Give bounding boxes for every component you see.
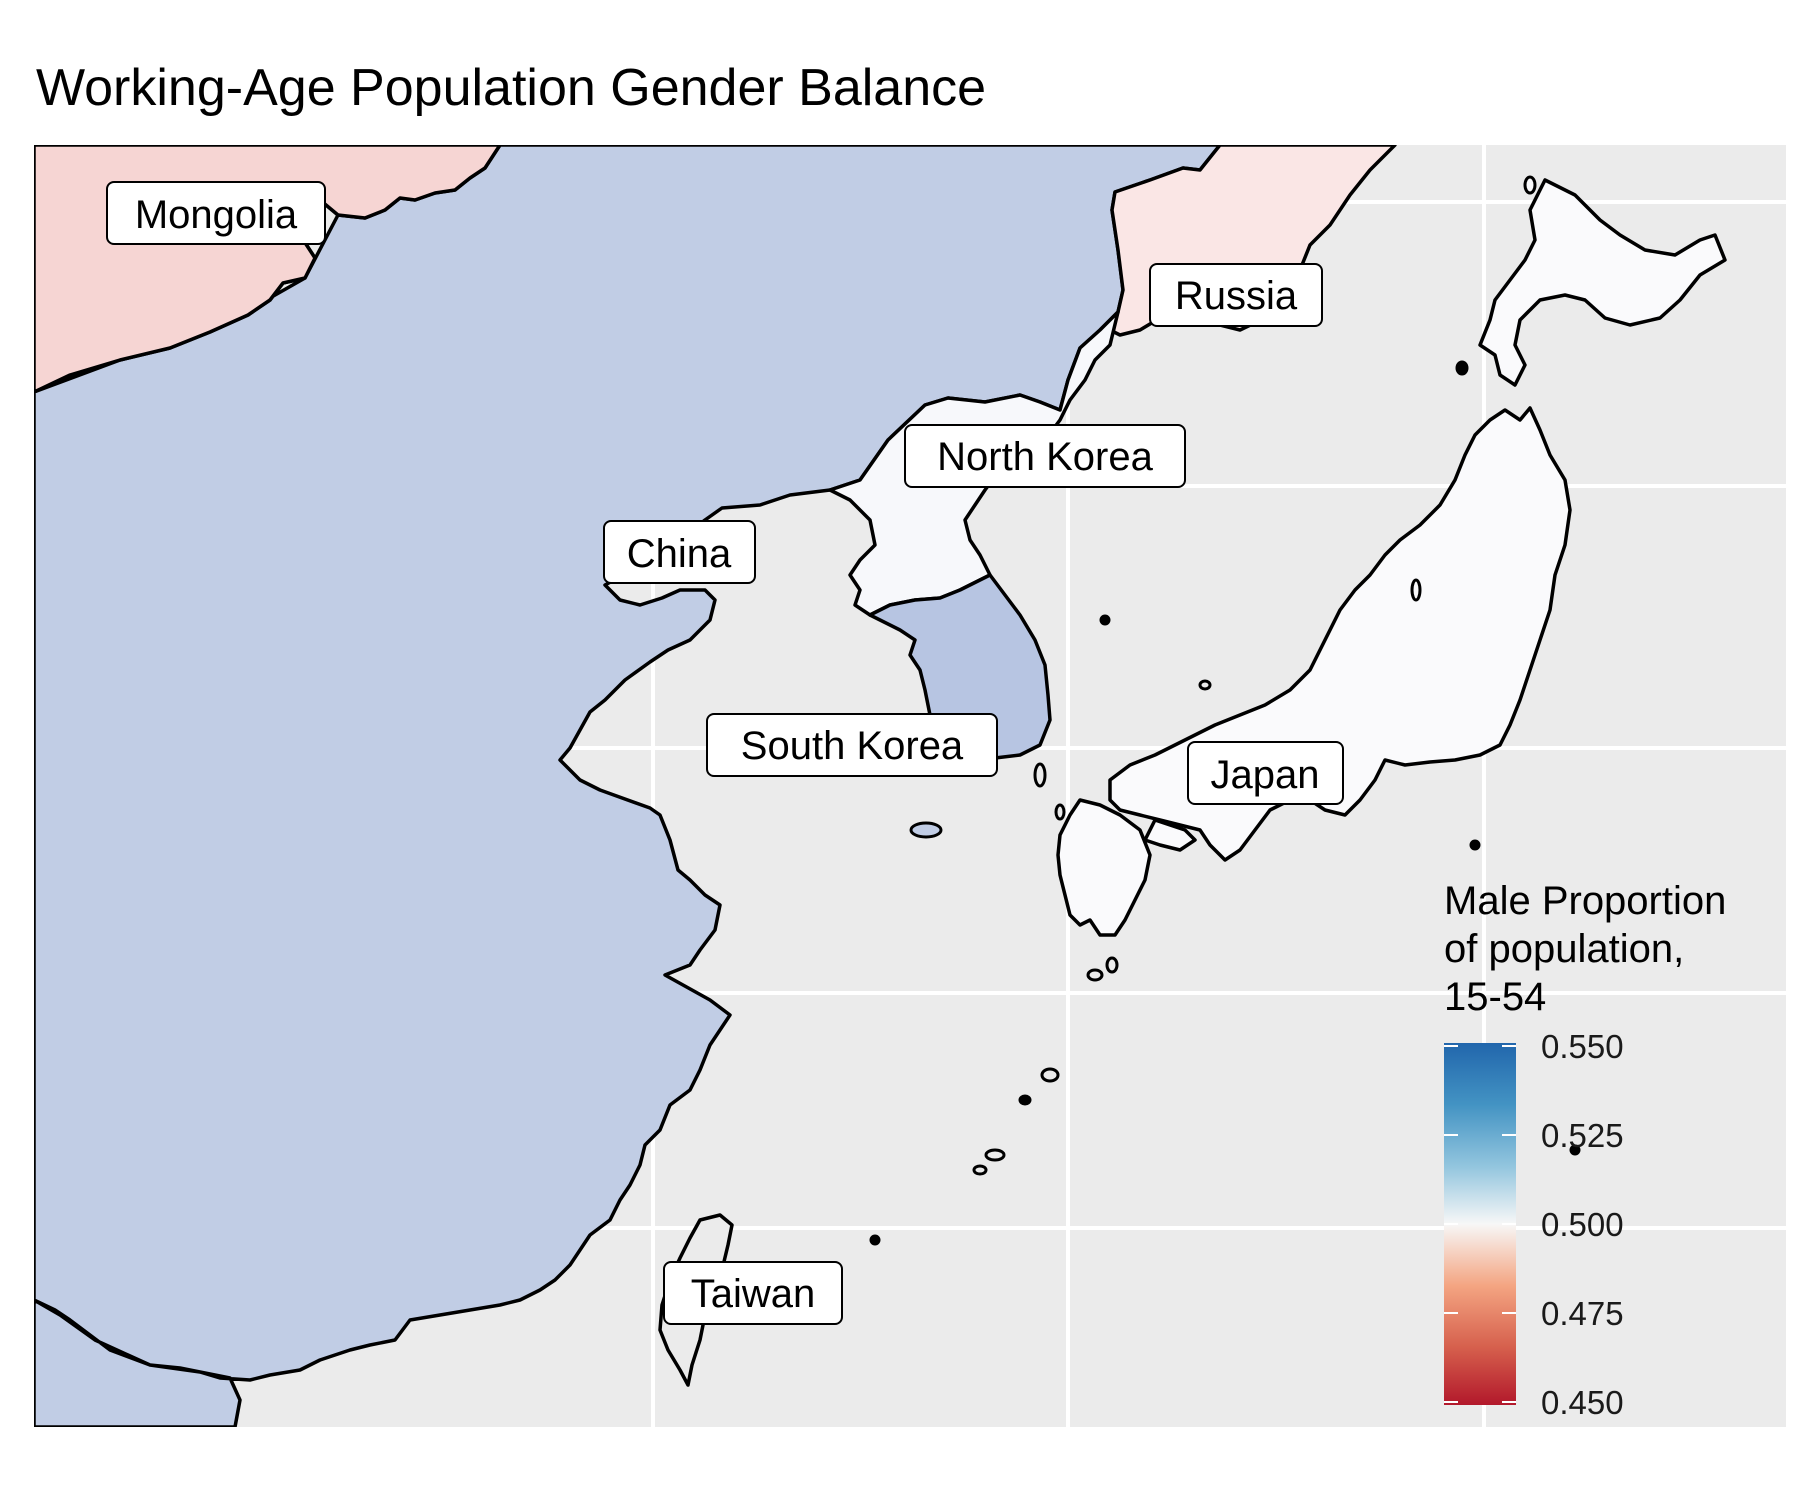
legend-tick-label: 0.475	[1541, 1295, 1624, 1332]
label-russia: Russia	[1149, 263, 1323, 327]
legend-tick-label: 0.550	[1541, 1028, 1624, 1065]
label-china-text: China	[627, 532, 732, 576]
legend-title-line-3: 15-54	[1444, 975, 1546, 1019]
label-mongolia-text: Mongolia	[135, 193, 298, 237]
legend-ticks: 0.550 0.525 0.500 0.475 0.450	[1444, 1028, 1624, 1421]
legend: Male Proportion of population, 15-54 0.5…	[1444, 879, 1726, 1421]
label-mongolia: Mongolia	[106, 181, 326, 245]
legend-title-line-1: Male Proportion	[1444, 879, 1726, 923]
map-title: Working-Age Population Gender Balance	[36, 59, 987, 117]
label-south-korea-text: South Korea	[741, 724, 964, 768]
small-islands	[869, 175, 1581, 1246]
label-china: China	[603, 520, 756, 584]
label-taiwan: Taiwan	[663, 1261, 843, 1325]
country-south-korea	[868, 573, 1052, 760]
label-north-korea: North Korea	[904, 424, 1186, 488]
legend-tick-label: 0.450	[1541, 1384, 1624, 1421]
legend-tick-label: 0.525	[1541, 1117, 1624, 1154]
label-japan-text: Japan	[1211, 753, 1320, 797]
label-south-korea: South Korea	[706, 713, 998, 777]
label-north-korea-text: North Korea	[937, 435, 1153, 479]
label-russia-text: Russia	[1175, 274, 1298, 318]
legend-tick-label: 0.500	[1541, 1206, 1624, 1243]
label-taiwan-text: Taiwan	[691, 1272, 816, 1316]
country-labels: Mongolia Russia North Korea China South …	[106, 181, 1344, 1325]
legend-title-line-2: of population,	[1444, 927, 1684, 971]
label-japan: Japan	[1187, 741, 1344, 805]
